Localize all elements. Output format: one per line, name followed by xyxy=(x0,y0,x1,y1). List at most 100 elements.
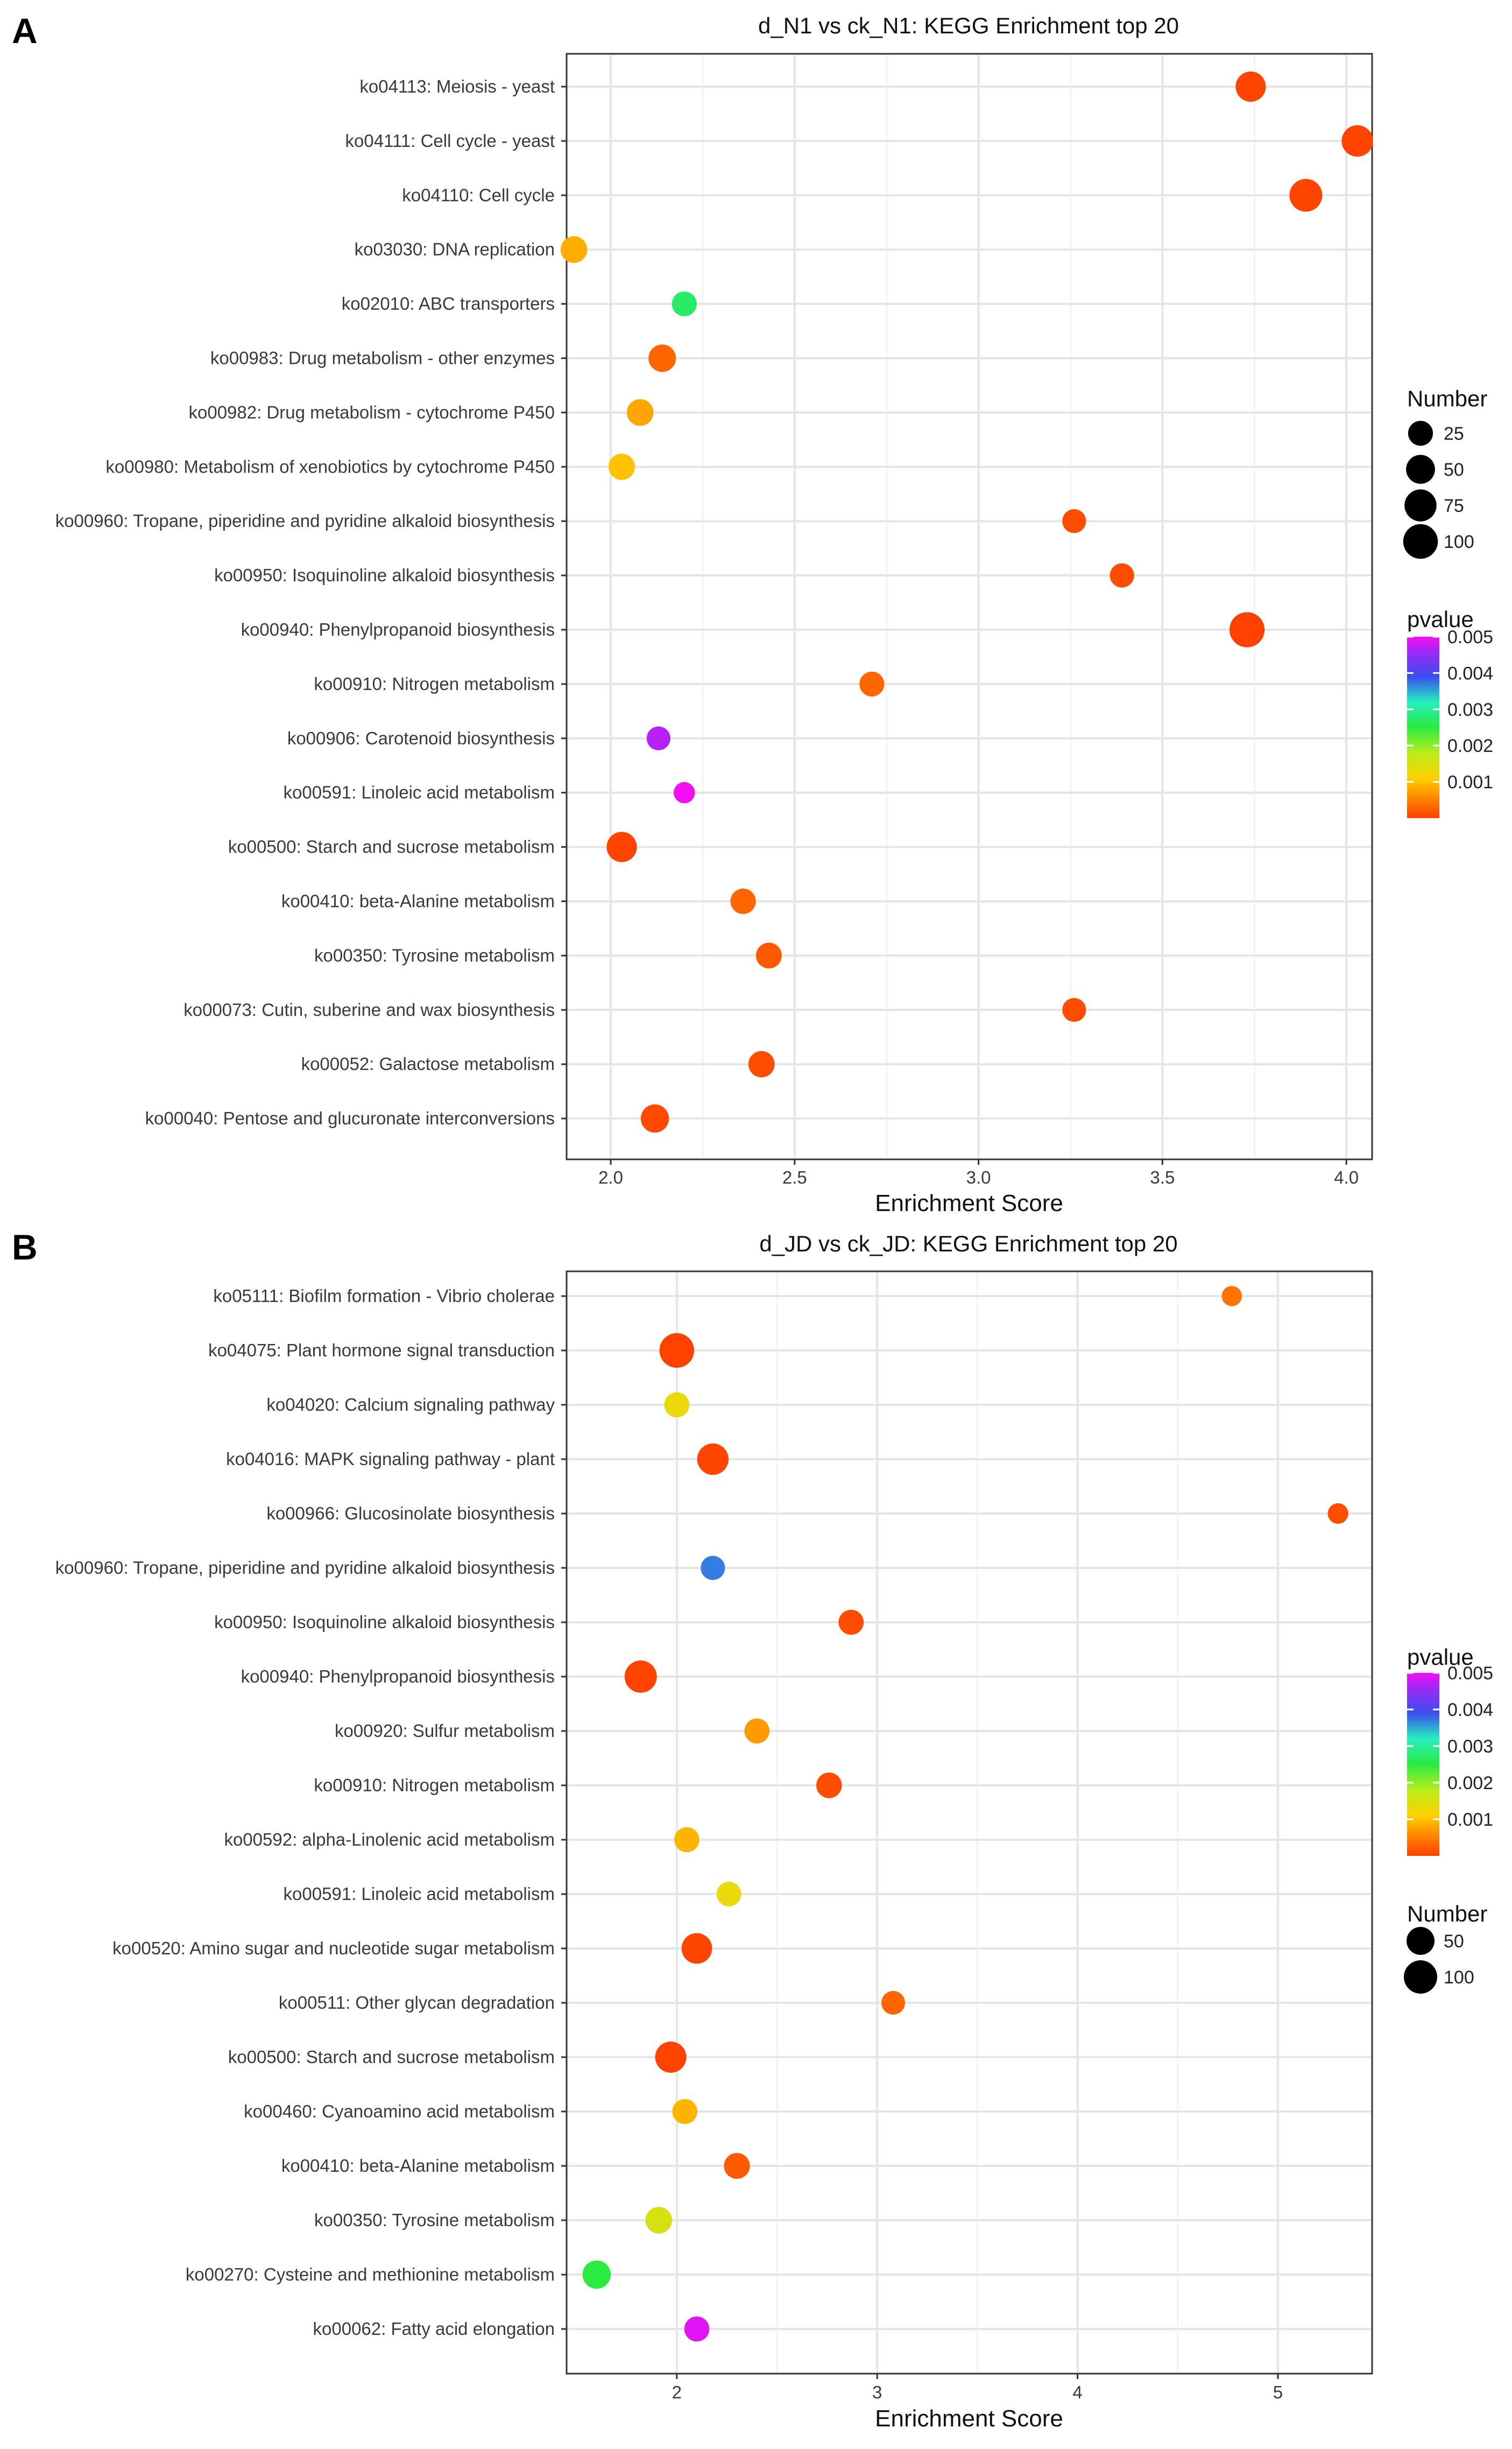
panel-a-label: A xyxy=(12,11,38,51)
size-legend: Number 50 100 xyxy=(1404,1901,1487,1994)
category-label: ko00960: Tropane, piperidine and pyridin… xyxy=(55,511,555,531)
x-tick-label: 4 xyxy=(1072,2382,1082,2402)
data-point xyxy=(1229,612,1265,648)
category-label: ko00062: Fatty acid elongation xyxy=(313,2319,555,2339)
category-label: ko00966: Glucosinolate biosynthesis xyxy=(266,1503,555,1523)
category-label: ko00910: Nitrogen metabolism xyxy=(314,1775,555,1795)
color-legend-label: 0.001 xyxy=(1447,772,1493,793)
category-label: ko00982: Drug metabolism - cytochrome P4… xyxy=(189,402,555,422)
category-label: ko00960: Tropane, piperidine and pyridin… xyxy=(55,1558,555,1578)
data-point xyxy=(681,1933,712,1964)
category-label: ko00350: Tyrosine metabolism xyxy=(314,2210,555,2230)
data-point xyxy=(672,2099,698,2124)
x-tick-label: 2.0 xyxy=(598,1167,623,1187)
size-legend-key xyxy=(1406,1926,1435,1955)
data-point xyxy=(659,1333,695,1368)
category-label: ko04016: MAPK signaling pathway - plant xyxy=(226,1449,555,1469)
x-tick-label: 3.0 xyxy=(966,1167,991,1187)
category-label: ko00520: Amino sugar and nucleotide suga… xyxy=(112,1938,555,1958)
category-label: ko00052: Galactose metabolism xyxy=(301,1054,555,1074)
category-label: ko00350: Tyrosine metabolism xyxy=(314,945,555,965)
category-label: ko00980: Metabolism of xenobiotics by cy… xyxy=(105,456,555,476)
category-label: ko00940: Phenylpropanoid biosynthesis xyxy=(241,620,555,639)
category-label: ko00910: Nitrogen metabolism xyxy=(314,674,555,694)
data-point xyxy=(724,2152,750,2179)
color-legend: pvalue 0.001 0.002 0.003 0.004 0.005 xyxy=(1407,607,1493,818)
x-axis-title: Enrichment Score xyxy=(875,2405,1063,2432)
data-point xyxy=(664,1392,690,1418)
data-point xyxy=(1289,179,1323,212)
category-label: ko00592: alpha-Linolenic acid metabolism xyxy=(224,1829,555,1849)
size-legend-title: Number xyxy=(1407,1901,1487,1926)
color-legend-label: 0.004 xyxy=(1447,663,1493,684)
category-label: ko02010: ABC transporters xyxy=(342,294,555,314)
panel-b: B d_JD vs ck_JD: KEGG Enrichment top 20 … xyxy=(12,1227,1493,2432)
x-tick-label: 4.0 xyxy=(1334,1167,1359,1187)
data-point xyxy=(697,1443,729,1475)
data-point xyxy=(655,2041,687,2073)
size-legend-label: 50 xyxy=(1444,460,1464,480)
category-label: ko00410: beta-Alanine metabolism xyxy=(281,2156,555,2176)
category-label: ko00940: Phenylpropanoid biosynthesis xyxy=(241,1666,555,1686)
size-legend-label: 50 xyxy=(1444,1931,1464,1952)
data-point xyxy=(859,671,885,696)
x-tick-label: 2 xyxy=(672,2382,682,2402)
color-legend-label: 0.005 xyxy=(1447,627,1493,648)
data-points xyxy=(582,1286,1348,2342)
category-label: ko00040: Pentose and glucuronate interco… xyxy=(145,1108,555,1128)
color-legend-label: 0.002 xyxy=(1447,736,1493,756)
size-legend-key xyxy=(1404,489,1437,522)
data-point xyxy=(755,942,782,969)
category-label: ko04075: Plant hormone signal transducti… xyxy=(208,1340,555,1360)
x-tick-label: 3.5 xyxy=(1150,1167,1175,1187)
size-legend-key xyxy=(1404,1960,1437,1994)
data-point xyxy=(1062,509,1086,533)
color-legend-label: 0.002 xyxy=(1447,1773,1493,1793)
data-point xyxy=(640,1104,669,1133)
data-point xyxy=(1221,1286,1242,1306)
data-point xyxy=(1062,998,1086,1022)
category-label: ko03030: DNA replication xyxy=(355,240,555,259)
size-legend-label: 100 xyxy=(1444,1967,1474,1988)
category-labels: ko04113: Meiosis - yeast ko04111: Cell cy… xyxy=(55,76,567,1128)
plot-area xyxy=(566,1270,1373,2375)
color-bar xyxy=(1407,1673,1439,1856)
panel-b-label: B xyxy=(12,1227,38,1267)
data-point xyxy=(582,2260,611,2289)
data-point xyxy=(838,1609,864,1635)
data-point xyxy=(816,1772,842,1798)
data-point xyxy=(744,1718,770,1744)
category-label: ko05111: Biofilm formation - Vibrio chol… xyxy=(213,1286,555,1306)
color-legend-label: 0.005 xyxy=(1447,1663,1493,1684)
data-point xyxy=(645,2207,673,2234)
category-label: ko04113: Meiosis - yeast xyxy=(359,76,555,96)
chart-title: d_N1 vs ck_N1: KEGG Enrichment top 20 xyxy=(758,13,1179,38)
data-point xyxy=(674,1827,700,1853)
category-label: ko00270: Cysteine and methionine metabol… xyxy=(186,2264,555,2284)
data-point xyxy=(646,726,671,750)
data-point xyxy=(748,1051,775,1078)
category-label: ko04110: Cell cycle xyxy=(402,185,555,205)
chart-title: d_JD vs ck_JD: KEGG Enrichment top 20 xyxy=(759,1231,1177,1256)
color-legend-label: 0.003 xyxy=(1447,700,1493,720)
data-point xyxy=(673,782,695,804)
data-point xyxy=(881,1991,905,2015)
data-point xyxy=(701,1556,725,1580)
data-point xyxy=(684,2316,710,2342)
x-axis: 2 3 4 5 xyxy=(672,2374,1283,2402)
size-legend: Number 25 50 75 100 xyxy=(1403,386,1487,559)
category-label: ko00591: Linoleic acid metabolism xyxy=(284,783,555,803)
data-points xyxy=(560,71,1373,1133)
category-label: ko00500: Starch and sucrose metabolism xyxy=(228,837,555,857)
category-label: ko00920: Sulfur metabolism xyxy=(335,1721,555,1741)
category-label: ko00950: Isoquinoline alkaloid biosynthe… xyxy=(214,565,555,585)
category-label: ko00950: Isoquinoline alkaloid biosynthe… xyxy=(214,1612,555,1632)
x-tick-label: 3 xyxy=(872,2382,882,2402)
data-point xyxy=(1327,1503,1348,1524)
color-legend-label: 0.003 xyxy=(1447,1736,1493,1757)
category-label: ko00460: Cyanoamino acid metabolism xyxy=(244,2101,555,2121)
color-legend-title: pvalue xyxy=(1407,607,1474,632)
size-legend-label: 75 xyxy=(1444,496,1464,516)
panel-a: A d_N1 vs ck_N1: KEGG Enrichment top 20 … xyxy=(12,11,1493,1216)
